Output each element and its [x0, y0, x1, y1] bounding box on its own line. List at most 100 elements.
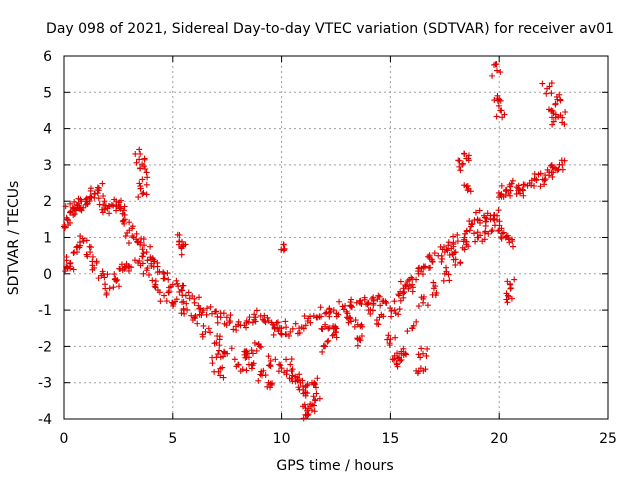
point-marker	[140, 189, 147, 196]
y-tick-label: 1	[43, 231, 52, 247]
point-marker	[262, 319, 269, 326]
point-marker	[184, 306, 191, 313]
point-marker	[136, 180, 143, 187]
point-marker	[258, 344, 265, 351]
point-marker	[267, 357, 274, 364]
point-marker	[559, 166, 566, 173]
point-marker	[207, 303, 214, 310]
point-marker	[138, 235, 145, 242]
point-marker	[325, 337, 332, 344]
point-marker	[174, 231, 181, 238]
data-point	[343, 314, 355, 326]
point-marker	[388, 307, 395, 314]
point-marker	[196, 294, 202, 301]
point-marker	[456, 163, 463, 170]
point-marker	[99, 209, 106, 216]
point-marker	[308, 407, 315, 414]
point-marker	[336, 298, 343, 305]
point-marker	[185, 289, 192, 296]
point-marker	[513, 190, 520, 197]
point-marker	[477, 232, 484, 239]
data-point	[554, 157, 568, 174]
y-tick-label: -4	[38, 412, 52, 428]
point-marker	[123, 260, 130, 267]
point-marker	[281, 369, 288, 376]
point-marker	[154, 259, 161, 266]
point-marker	[74, 204, 81, 211]
point-marker	[472, 238, 479, 245]
point-marker	[438, 252, 445, 259]
point-marker	[296, 386, 303, 393]
data-point	[300, 407, 311, 422]
point-marker	[519, 186, 526, 193]
point-marker	[438, 258, 445, 265]
point-marker	[302, 322, 309, 329]
data-point	[131, 253, 146, 269]
point-marker	[549, 121, 556, 128]
data-point	[431, 246, 446, 265]
point-marker	[230, 326, 237, 333]
point-marker	[87, 193, 94, 200]
point-marker	[482, 222, 489, 229]
y-tick-labels: -4 -3 -2 -1 0 1 2 3 4 5 6	[38, 49, 52, 428]
point-marker	[136, 156, 143, 163]
point-marker	[99, 268, 106, 275]
point-marker	[183, 300, 190, 307]
point-marker	[504, 299, 511, 306]
point-marker	[312, 397, 319, 404]
point-marker	[506, 181, 513, 188]
point-marker	[275, 368, 282, 375]
data-point	[429, 279, 440, 299]
point-marker	[83, 237, 90, 244]
point-marker	[255, 341, 262, 348]
point-marker	[255, 377, 262, 384]
point-marker	[460, 238, 467, 245]
data-point	[413, 365, 429, 377]
point-marker	[67, 200, 74, 207]
point-marker	[139, 253, 146, 260]
data-point	[135, 185, 150, 201]
data-point	[531, 170, 544, 190]
point-marker	[344, 310, 351, 317]
point-marker	[288, 356, 295, 363]
point-marker	[170, 301, 177, 308]
point-marker	[242, 348, 249, 355]
point-marker	[76, 239, 83, 246]
point-marker	[420, 350, 427, 357]
point-marker	[265, 317, 272, 324]
data-point	[270, 319, 284, 338]
point-marker	[430, 279, 437, 286]
point-marker	[409, 325, 416, 332]
point-marker	[178, 251, 185, 258]
point-marker	[459, 160, 466, 167]
data-point	[415, 345, 431, 361]
data-point	[307, 401, 318, 415]
point-marker	[431, 250, 438, 257]
point-marker	[180, 282, 187, 289]
point-marker	[276, 361, 283, 368]
data-point	[296, 384, 311, 399]
point-marker	[418, 345, 425, 352]
point-marker	[495, 102, 502, 109]
x-tick-label: 5	[168, 431, 177, 447]
point-marker	[83, 251, 90, 258]
y-axis-label: SDTVAR / TECUs	[6, 181, 22, 296]
data-point	[482, 212, 497, 229]
point-marker	[175, 241, 182, 248]
point-marker	[509, 243, 516, 250]
point-marker	[248, 365, 255, 372]
point-marker	[243, 319, 250, 326]
point-marker	[472, 209, 479, 216]
point-marker	[488, 228, 495, 235]
data-point	[326, 307, 342, 320]
point-marker	[549, 173, 556, 180]
point-marker	[243, 348, 250, 355]
point-marker	[139, 260, 146, 267]
point-marker	[131, 257, 138, 264]
x-tick-label: 25	[599, 431, 617, 447]
y-tick-label: 2	[43, 194, 52, 210]
point-marker	[397, 288, 404, 295]
point-marker	[354, 335, 361, 342]
point-marker	[326, 309, 333, 316]
data-point	[241, 314, 253, 331]
